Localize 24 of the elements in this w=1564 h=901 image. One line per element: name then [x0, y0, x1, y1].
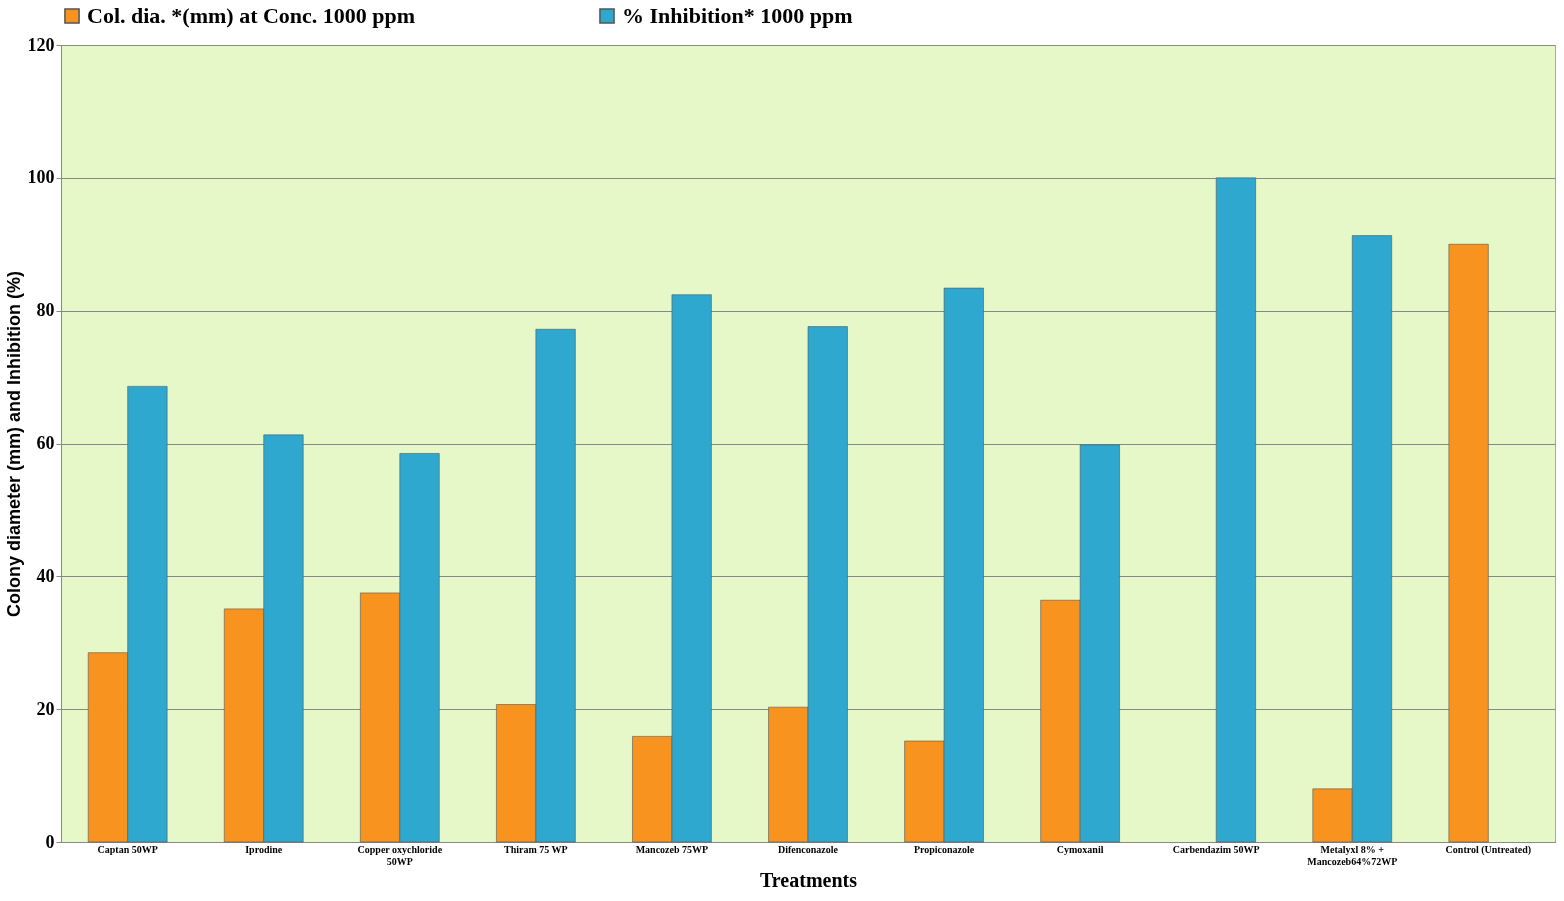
y-tick-label: 100: [27, 167, 55, 188]
y-tick-label: 40: [36, 565, 55, 586]
x-tick-label: Control (Untreated): [1445, 843, 1532, 856]
y-axis-title: Colony diameter (mm) and Inhibition (%): [3, 271, 24, 617]
x-tick-label: Iprodine: [245, 843, 283, 855]
x-tick-label: Copper oxychloride 50WP: [357, 843, 443, 867]
y-tick-label: 120: [27, 34, 55, 55]
x-tick-label: Carbendazim 50WP: [1172, 843, 1260, 855]
y-tick-label: 20: [36, 698, 55, 719]
y-tick-label: 60: [36, 433, 55, 453]
x-tick-label: Captan 50WP: [97, 843, 158, 855]
x-tick-label: Difenconazole: [778, 843, 839, 855]
bar: [1215, 177, 1256, 843]
x-axis-title: Treatments: [759, 868, 858, 891]
x-tick-label: Thiram 75 WP: [504, 843, 568, 855]
y-tick-label: 0: [45, 831, 55, 852]
legend-label: % Inhibition* 1000 ppm: [622, 3, 853, 28]
legend-label: Col. dia. *(mm) at Conc. 1000 ppm: [87, 3, 416, 28]
x-tick-label: Metalyxl 8% + Mancozeb64%72WP: [1307, 843, 1398, 867]
x-tick-label: Mancozeb 75WP: [635, 843, 709, 855]
y-tick-label: 80: [36, 300, 55, 321]
x-tick-label: Propiconazole: [913, 843, 975, 855]
x-tick-label: Cymoxanil: [1056, 843, 1104, 855]
bar: [1448, 243, 1489, 843]
